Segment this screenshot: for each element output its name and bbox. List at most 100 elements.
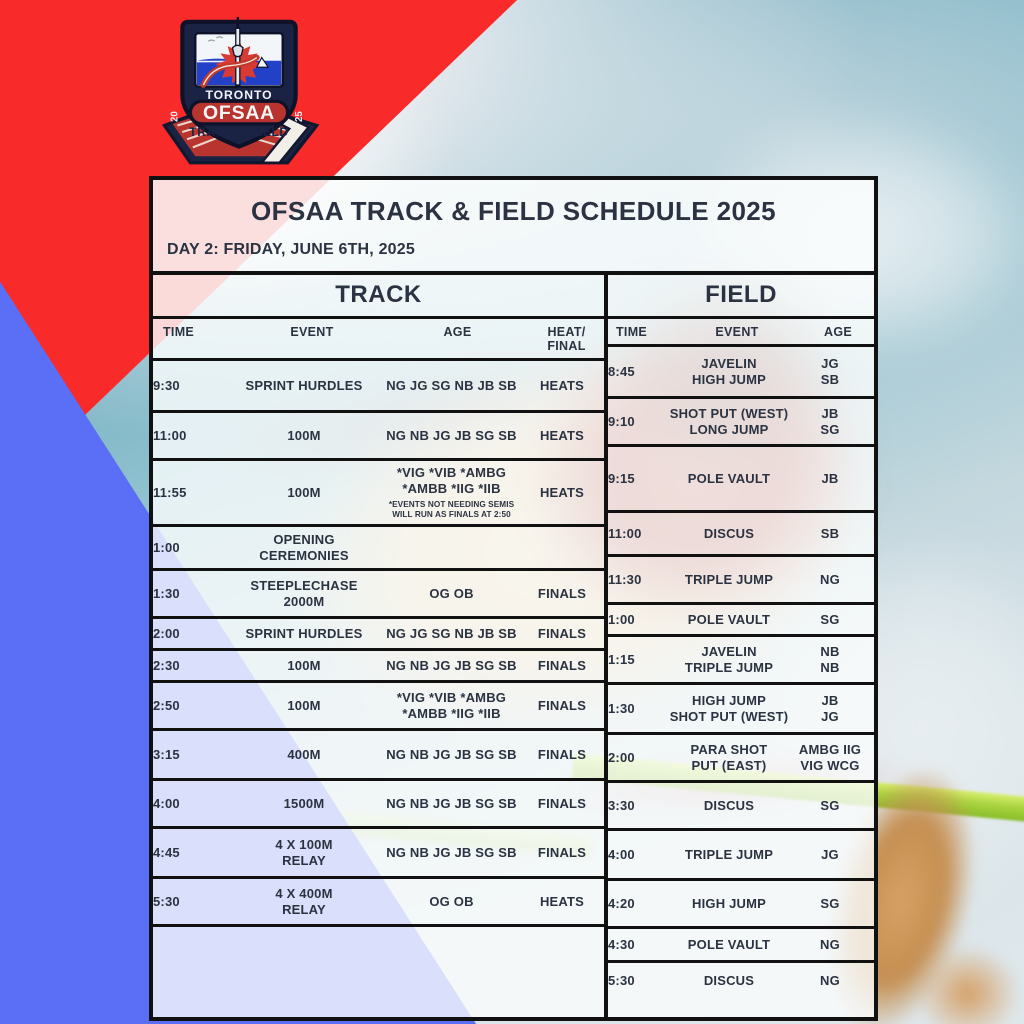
field-row-event: POLE VAULT [687,470,771,486]
track-row-time: 2:30 [153,657,180,673]
track-row-time: 11:00 [153,427,187,443]
track-row-event: 100M [287,427,321,443]
track-row-age: NG JG SG NB JB SB [386,377,517,393]
field-row[interactable]: 1:00 POLE VAULT SG [608,605,874,637]
track-rows: 9:30 SPRINT HURDLES NG JG SG NB JB SB HEATS… [153,361,604,1017]
field-row[interactable]: 1:15 JAVELIN TRIPLE JUMP NB NB [608,637,874,685]
field-column: FIELD TIME EVENT AGE 8:45 JAVELIN HIGH JUM… [608,275,874,1017]
track-row-age [379,959,524,963]
field-header-age: AGE [824,325,852,339]
track-row-heat-final: FINALS [537,844,587,860]
track-row-event: 1500M [283,795,325,811]
track-row-heat-final: FINALS [537,697,587,713]
track-row-heat-final: FINALS [537,746,587,762]
logo-subtitle-text: TRACK & FIELD [189,125,288,139]
track-row[interactable]: 2:30 100M NG NB JG JB SG SB FINALS [153,651,604,683]
field-row-age: NG [820,936,840,952]
track-row[interactable]: 11:00 100M NG NB JG JB SG SB HEATS [153,413,604,461]
logo-wordmark-text: OFSAA [203,102,275,124]
track-row[interactable]: 3:15 400M NG NB JG JB SG SB FINALS [153,731,604,781]
field-row-time: 5:30 [608,973,635,989]
field-row-event: TRIPLE JUMP [684,846,774,862]
track-header-heat-line1: HEAT/ [547,325,586,339]
field-row-age: SB [820,525,840,541]
track-row-heat-final: FINALS [537,795,587,811]
field-row-event: JAVELIN HIGH JUMP [691,355,767,387]
track-semis-note: *EVENTS NOT NEEDING SEMIS WILL RUN AS FIN… [388,500,515,519]
track-row[interactable]: 5:30 4 X 400M RELAY OG OB HEATS [153,879,604,927]
field-row-age: JG SB [820,355,840,387]
track-row-event: 4 X 400M RELAY [275,885,333,917]
ofsaa-track-field-logo: TORONTO OFSAA 20 25 TRACK & FIELD [158,4,320,166]
field-row[interactable]: 1:30 HIGH JUMP SHOT PUT (WEST) JB JG [608,685,874,735]
field-section-title: FIELD [608,275,874,319]
field-row[interactable]: 4:20 HIGH JUMP SG [608,881,874,929]
track-row[interactable]: 4:45 4 X 100M RELAY NG NB JG JB SG SB FINALS [153,829,604,879]
track-row-time: 2:50 [153,697,180,713]
field-row-event: DISCUS [703,797,755,813]
field-row-event: HIGH JUMP [691,895,767,911]
track-row[interactable]: 1:30 STEEPLECHASE 2000M OG OB FINALS [153,571,604,619]
field-row[interactable]: 9:10 SHOT PUT (WEST) LONG JUMP JB SG [608,399,874,447]
track-row-event: 100M [287,697,321,713]
field-row-event: DISCUS [703,973,755,989]
track-row-heat-final: FINALS [537,625,587,641]
shield-badge-icon: TORONTO OFSAA 20 25 TRACK & FIELD [169,16,305,149]
field-row[interactable]: 5:30 DISCUS NG [608,963,874,999]
track-row-age [379,546,524,550]
track-row-event: 100M [287,484,321,500]
field-row[interactable]: 2:00 PARA SHOT PUT (EAST) AMBG IIG VIG WCG [608,735,874,783]
track-row-age: NG JG SG NB JB SB [386,625,517,641]
track-row-heat-final [524,546,600,550]
track-row-event: STEEPLECHASE 2000M [250,577,358,609]
field-row-event: TRIPLE JUMP [684,571,774,587]
track-row[interactable]: 2:00 SPRINT HURDLES NG JG SG NB JB SB FINAL… [153,619,604,651]
field-row[interactable]: 11:00 DISCUS SB [608,513,874,557]
field-row-age: JB SG [820,405,840,437]
track-row-age: NG NB JG JB SG SB [386,657,517,673]
track-row[interactable]: 11:55 100M *VIG *VIB *AMBG *AMBB *IIG *IIB *… [153,461,604,527]
track-row-time: 1:00 [153,539,180,555]
track-header-heat-line2: FINAL [547,339,586,353]
track-row[interactable]: 9:30 SPRINT HURDLES NG JG SG NB JB SB HEATS [153,361,604,413]
field-row-time: 11:30 [608,571,642,587]
track-row-time: 1:30 [153,585,180,601]
field-row-event: DISCUS [703,525,755,541]
field-row[interactable]: 9:15 POLE VAULT JB [608,447,874,513]
logo-year-left-text: 20 [169,111,180,122]
field-row[interactable]: 8:45 JAVELIN HIGH JUMP JG SB [608,347,874,399]
track-section-title: TRACK [153,275,604,319]
track-row[interactable] [153,927,604,995]
cn-tower-icon [231,16,244,86]
track-row-event: SPRINT HURDLES [245,625,363,641]
track-row-age: NG NB JG JB SG SB [386,427,517,443]
field-row-time: 8:45 [608,363,635,379]
track-row-time: 11:55 [153,484,187,500]
schedule-card: OFSAA TRACK & FIELD SCHEDULE 2025 DAY 2:… [149,176,878,1021]
track-row[interactable]: 4:00 1500M NG NB JG JB SG SB FINALS [153,781,604,829]
field-row[interactable]: 11:30 TRIPLE JUMP NG [608,557,874,605]
field-row-age: AMBG IIG VIG WCG [798,741,862,773]
field-header-event: EVENT [715,325,759,339]
field-row-age: SG [820,797,840,813]
field-row-time: 4:20 [608,895,635,911]
field-row[interactable]: 3:30 DISCUS SG [608,783,874,831]
field-row[interactable]: 4:00 TRIPLE JUMP JG [608,831,874,881]
track-row[interactable]: 1:00 OPENING CEREMONIES [153,527,604,571]
field-row-age: NB NB [820,643,840,675]
track-row-heat-final: HEATS [539,893,585,909]
track-row-time: 5:30 [153,893,180,909]
track-header-age: AGE [443,325,472,339]
track-row[interactable]: 2:50 100M *VIG *VIB *AMBG *AMBB *IIG *IIB FI… [153,683,604,731]
field-row-event: PARA SHOT PUT (EAST) [690,741,768,773]
field-row-age: JB JG [821,692,839,724]
track-row-age: NG NB JG JB SG SB [386,844,517,860]
track-row-time: 9:30 [153,377,180,393]
field-row[interactable]: 4:30 POLE VAULT NG [608,929,874,963]
track-row-heat-final: HEATS [539,427,585,443]
field-row-time: 1:00 [608,611,635,627]
field-row-age: JG [821,846,839,862]
track-row-heat-final: FINALS [537,657,587,673]
track-row-age: *VIG *VIB *AMBG *AMBB *IIG *IIB *EVENTS NO… [379,463,524,521]
field-row-time: 2:00 [608,749,635,765]
